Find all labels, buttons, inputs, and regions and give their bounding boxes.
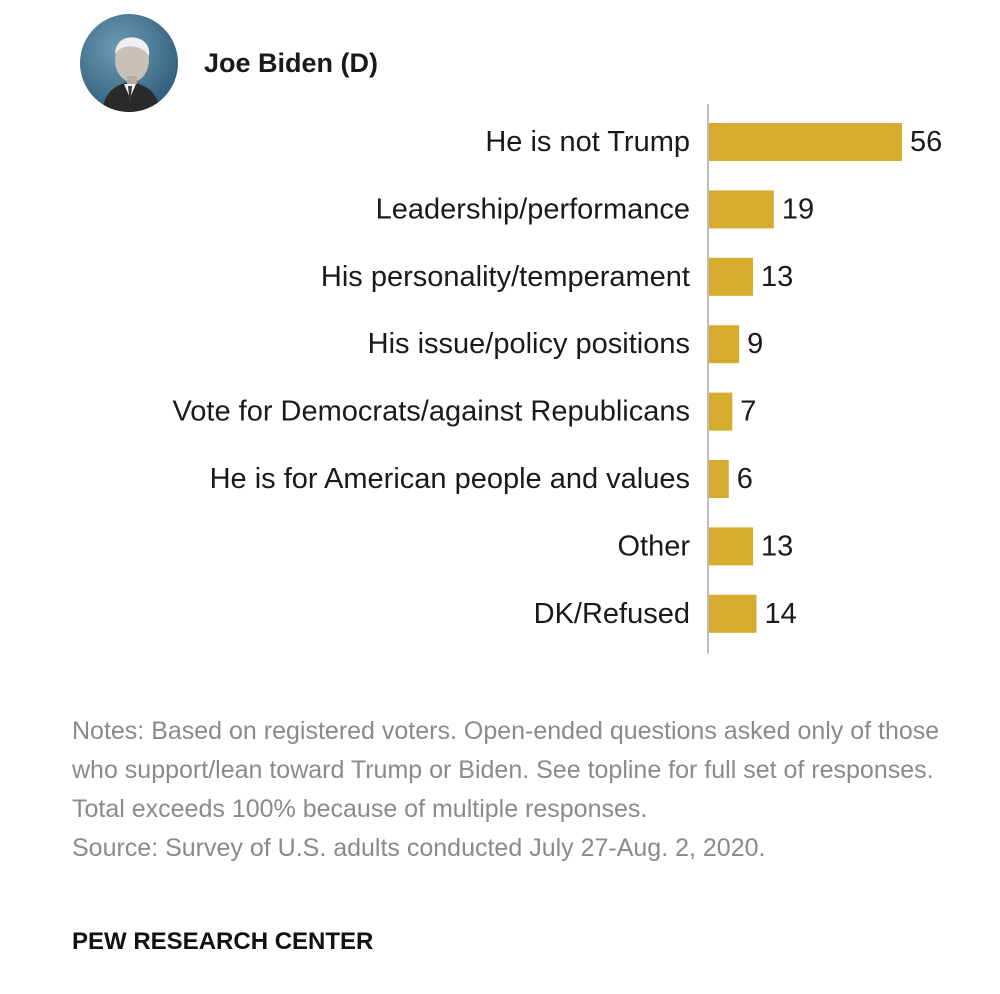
bar-dk-refused (708, 594, 757, 633)
category-label-his-personality-temperament: His personality/temperament (321, 261, 690, 293)
bar-his-issue-policy-positions (708, 325, 740, 364)
category-label-other: Other (617, 530, 690, 562)
category-label-he-is-not-trump: He is not Trump (485, 126, 690, 158)
bar-his-personality-temperament (708, 257, 754, 296)
category-label-vote-for-democrats-against-republicans: Vote for Democrats/against Republicans (173, 396, 690, 428)
category-label-he-is-for-american-people-and-values: He is for American people and values (210, 463, 690, 495)
value-label-he-is-for-american-people-and-values: 6 (737, 463, 753, 495)
pew-research-center-credit: PEW RESEARCH CENTER (72, 928, 374, 955)
value-label-dk-refused: 14 (765, 598, 797, 630)
category-label-leadership-performance: Leadership/performance (376, 193, 690, 225)
bar-he-is-for-american-people-and-values (708, 460, 729, 498)
chart-notes: Notes: Based on registered voters. Open-… (72, 712, 972, 868)
bar-vote-for-democrats-against-republicans (708, 392, 733, 431)
candidate-portrait-icon (80, 14, 178, 112)
bar-chart: He is not Trump 56 Leadership/performance 1… (173, 104, 942, 654)
value-label-he-is-not-trump: 56 (910, 126, 942, 158)
bar-he-is-not-trump (708, 123, 902, 161)
candidate-name: Joe Biden (D) (204, 47, 379, 78)
value-label-vote-for-democrats-against-republicans: 7 (740, 396, 756, 428)
source-text: Source: Survey of U.S. adults conducted … (72, 834, 766, 862)
value-label-his-issue-policy-positions: 9 (747, 328, 763, 360)
category-label-dk-refused: DK/Refused (534, 598, 690, 630)
bars-layer: He is not Trump 56 Leadership/performance 1… (173, 123, 942, 633)
category-label-his-issue-policy-positions: His issue/policy positions (368, 328, 690, 360)
chart-header: Joe Biden (D) (80, 14, 378, 112)
value-label-other: 13 (761, 530, 793, 562)
bar-other (708, 527, 754, 566)
value-label-leadership-performance: 19 (782, 193, 814, 225)
value-label-his-personality-temperament: 13 (761, 261, 793, 293)
bar-leadership-performance (708, 190, 774, 229)
notes-text: Notes: Based on registered voters. Open-… (72, 717, 940, 823)
